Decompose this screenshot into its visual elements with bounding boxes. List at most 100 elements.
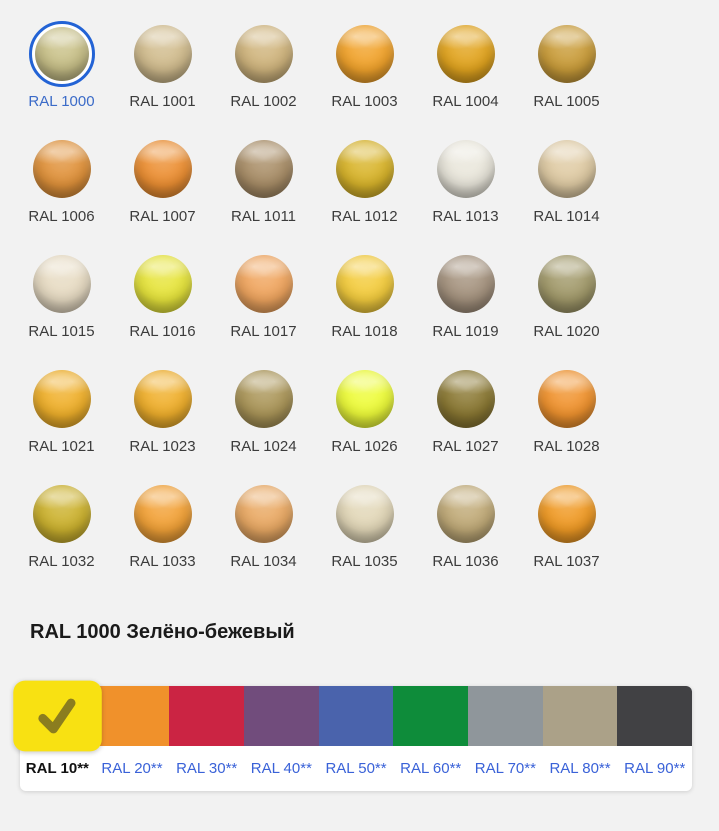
ral-code-label[interactable]: RAL 1016 <box>129 323 196 340</box>
series-swatch[interactable] <box>94 686 170 746</box>
ral-color-item[interactable]: RAL 1032 <box>11 481 112 596</box>
ral-code-label[interactable]: RAL 1001 <box>129 93 196 110</box>
ral-color-item[interactable]: RAL 1013 <box>415 136 516 251</box>
color-sphere[interactable] <box>234 255 293 313</box>
ral-code-label[interactable]: RAL 1014 <box>533 208 600 225</box>
ral-code-label[interactable]: RAL 1000 <box>28 93 95 110</box>
series-swatch-selected[interactable] <box>13 680 102 752</box>
color-sphere[interactable] <box>234 140 293 198</box>
color-sphere[interactable] <box>537 255 596 313</box>
ral-code-label[interactable]: RAL 1011 <box>230 208 297 225</box>
ral-color-item[interactable]: RAL 1016 <box>112 251 213 366</box>
color-sphere[interactable] <box>34 27 89 81</box>
ral-color-item[interactable]: RAL 1001 <box>112 21 213 136</box>
series-swatch[interactable] <box>393 686 469 746</box>
color-sphere[interactable] <box>537 370 596 428</box>
color-sphere[interactable] <box>234 370 293 428</box>
color-sphere[interactable] <box>335 25 394 83</box>
ral-code-label[interactable]: RAL 1006 <box>28 208 95 225</box>
ral-color-item[interactable]: RAL 1033 <box>112 481 213 596</box>
ral-code-label[interactable]: RAL 1007 <box>129 208 196 225</box>
color-sphere[interactable] <box>436 485 495 543</box>
series-swatch[interactable] <box>244 686 319 746</box>
series-tab[interactable]: RAL 30** <box>176 760 238 777</box>
color-sphere[interactable] <box>133 370 192 428</box>
color-sphere[interactable] <box>133 140 192 198</box>
ral-code-label[interactable]: RAL 1020 <box>533 323 600 340</box>
color-sphere[interactable] <box>133 25 192 83</box>
series-tab[interactable]: RAL 90** <box>624 760 686 777</box>
color-sphere[interactable] <box>234 25 293 83</box>
ral-code-label[interactable]: RAL 1034 <box>230 553 297 570</box>
ral-code-label[interactable]: RAL 1012 <box>331 208 398 225</box>
color-sphere[interactable] <box>537 485 596 543</box>
ral-code-label[interactable]: RAL 1026 <box>331 438 398 455</box>
ral-color-item[interactable]: RAL 1012 <box>314 136 415 251</box>
ral-color-item[interactable]: RAL 1037 <box>516 481 617 596</box>
color-sphere[interactable] <box>436 255 495 313</box>
ral-code-label[interactable]: RAL 1015 <box>28 323 95 340</box>
ral-code-label[interactable]: RAL 1033 <box>129 553 196 570</box>
ral-color-item[interactable]: RAL 1027 <box>415 366 516 481</box>
ral-color-item[interactable]: RAL 1006 <box>11 136 112 251</box>
color-sphere[interactable] <box>32 485 91 543</box>
ral-code-label[interactable]: RAL 1002 <box>230 93 297 110</box>
ral-code-label[interactable]: RAL 1019 <box>432 323 499 340</box>
series-swatch[interactable] <box>169 686 245 746</box>
ral-color-item[interactable]: RAL 1034 <box>213 481 314 596</box>
ral-color-item[interactable]: RAL 1023 <box>112 366 213 481</box>
ral-color-item[interactable]: RAL 1019 <box>415 251 516 366</box>
series-tab[interactable]: RAL 60** <box>400 760 462 777</box>
ral-code-label[interactable]: RAL 1027 <box>432 438 499 455</box>
color-sphere[interactable] <box>234 485 293 543</box>
ral-color-item[interactable]: RAL 1014 <box>516 136 617 251</box>
color-sphere[interactable] <box>335 370 394 428</box>
ral-code-label[interactable]: RAL 1023 <box>129 438 196 455</box>
series-swatch[interactable] <box>468 686 543 746</box>
ral-color-item[interactable]: RAL 1004 <box>415 21 516 136</box>
ral-code-label[interactable]: RAL 1021 <box>28 438 95 455</box>
ral-code-label[interactable]: RAL 1005 <box>533 93 600 110</box>
color-sphere[interactable] <box>335 485 394 543</box>
ral-color-item[interactable]: RAL 1000 <box>11 21 112 136</box>
color-sphere[interactable] <box>133 485 192 543</box>
color-sphere[interactable] <box>133 255 192 313</box>
ral-color-item[interactable]: RAL 1002 <box>213 21 314 136</box>
color-sphere[interactable] <box>436 140 495 198</box>
ral-code-label[interactable]: RAL 1035 <box>331 553 398 570</box>
ral-code-label[interactable]: RAL 1013 <box>432 208 499 225</box>
ral-color-item[interactable]: RAL 1020 <box>516 251 617 366</box>
ral-code-label[interactable]: RAL 1024 <box>230 438 297 455</box>
color-sphere[interactable] <box>436 370 495 428</box>
color-sphere[interactable] <box>436 25 495 83</box>
ral-code-label[interactable]: RAL 1003 <box>331 93 398 110</box>
series-tab[interactable]: RAL 70** <box>474 760 536 777</box>
series-tab[interactable]: RAL 20** <box>101 760 163 777</box>
series-tab[interactable]: RAL 10** <box>25 760 89 777</box>
color-sphere[interactable] <box>335 140 394 198</box>
ral-color-item[interactable]: RAL 1028 <box>516 366 617 481</box>
ral-color-item[interactable]: RAL 1035 <box>314 481 415 596</box>
ral-color-item[interactable]: RAL 1011 <box>213 136 314 251</box>
color-sphere[interactable] <box>32 370 91 428</box>
color-sphere[interactable] <box>537 25 596 83</box>
ral-code-label[interactable]: RAL 1004 <box>432 93 499 110</box>
series-swatch[interactable] <box>318 686 394 746</box>
ral-code-label[interactable]: RAL 1018 <box>331 323 398 340</box>
ral-code-label[interactable]: RAL 1037 <box>533 553 600 570</box>
color-sphere[interactable] <box>32 140 91 198</box>
ral-color-item[interactable]: RAL 1018 <box>314 251 415 366</box>
series-tab[interactable]: RAL 40** <box>250 760 312 777</box>
ral-color-item[interactable]: RAL 1005 <box>516 21 617 136</box>
ral-color-item[interactable]: RAL 1015 <box>11 251 112 366</box>
ral-code-label[interactable]: RAL 1036 <box>432 553 499 570</box>
ral-code-label[interactable]: RAL 1032 <box>28 553 95 570</box>
ral-color-item[interactable]: RAL 1003 <box>314 21 415 136</box>
series-tab[interactable]: RAL 50** <box>325 760 387 777</box>
series-tab[interactable]: RAL 80** <box>549 760 611 777</box>
ral-color-item[interactable]: RAL 1007 <box>112 136 213 251</box>
ral-color-item[interactable]: RAL 1026 <box>314 366 415 481</box>
series-swatch[interactable] <box>617 686 693 746</box>
series-swatch[interactable] <box>542 686 618 746</box>
ral-color-item[interactable]: RAL 1017 <box>213 251 314 366</box>
